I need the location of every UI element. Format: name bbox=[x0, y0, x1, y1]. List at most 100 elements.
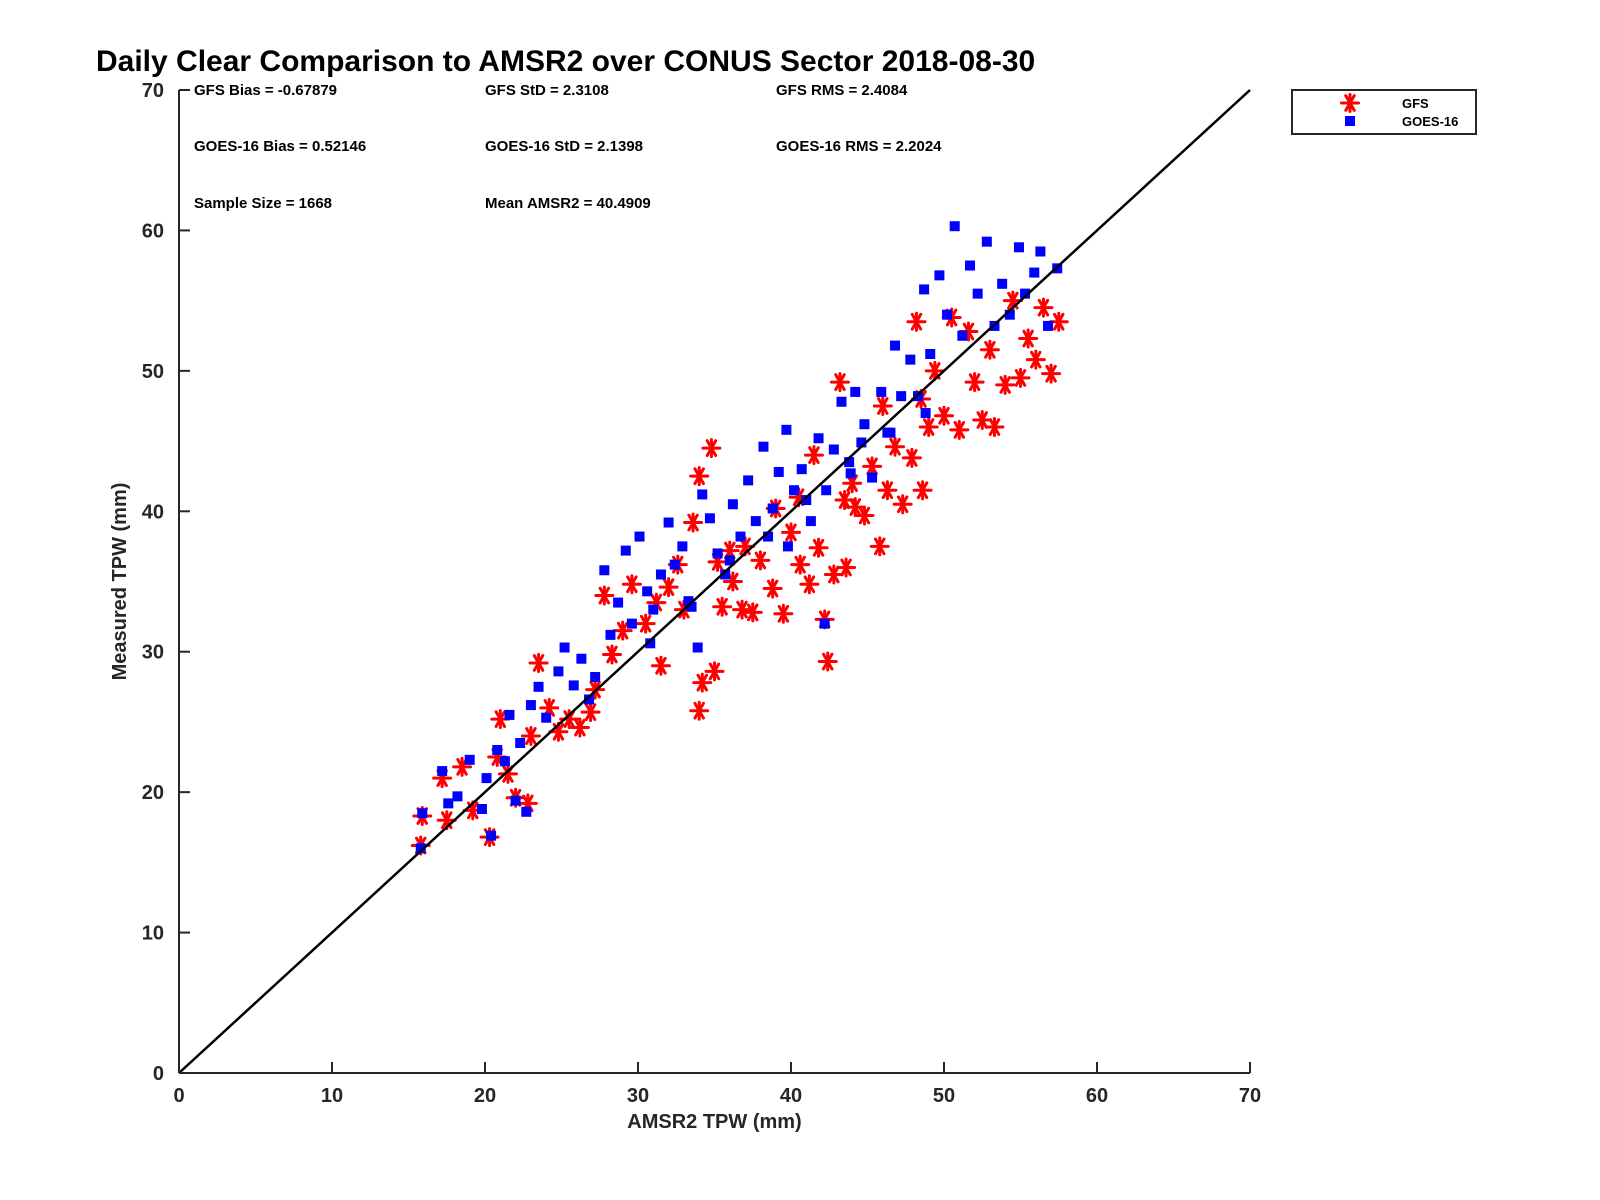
data-point-gfs bbox=[918, 417, 939, 438]
data-point-gfs bbox=[1033, 297, 1054, 318]
data-point-gfs bbox=[834, 490, 855, 511]
data-point-goes16 bbox=[452, 791, 463, 802]
legend-label: GOES-16 bbox=[1402, 114, 1458, 129]
data-point-goes16 bbox=[876, 386, 887, 397]
data-point-goes16 bbox=[686, 601, 697, 612]
data-point-goes16 bbox=[626, 618, 637, 629]
data-point-goes16 bbox=[677, 541, 688, 552]
stat-goes-bias: GOES-16 Bias = 0.52146 bbox=[194, 138, 366, 155]
x-tick-label: 30 bbox=[627, 1085, 649, 1107]
legend-marker-gfs bbox=[1340, 93, 1360, 113]
data-point-goes16 bbox=[836, 396, 847, 407]
data-point-goes16 bbox=[767, 503, 778, 514]
data-point-goes16 bbox=[724, 555, 735, 566]
data-point-goes16 bbox=[576, 653, 587, 664]
data-point-gfs bbox=[658, 577, 679, 598]
data-point-goes16 bbox=[965, 260, 976, 271]
data-point-gfs bbox=[612, 620, 633, 641]
stat-mean-amsr2: Mean AMSR2 = 40.4909 bbox=[485, 195, 651, 212]
data-point-gfs bbox=[854, 505, 875, 526]
data-point-goes16 bbox=[559, 642, 570, 653]
data-point-goes16 bbox=[655, 569, 666, 580]
data-point-goes16 bbox=[568, 680, 579, 691]
data-point-goes16 bbox=[697, 489, 708, 500]
data-point-goes16 bbox=[492, 745, 503, 756]
data-point-goes16 bbox=[712, 548, 723, 559]
data-point-goes16 bbox=[801, 495, 812, 506]
data-point-goes16 bbox=[599, 565, 610, 576]
data-point-gfs bbox=[689, 700, 710, 721]
data-point-gfs bbox=[580, 702, 601, 723]
data-point-goes16 bbox=[850, 386, 861, 397]
data-point-goes16 bbox=[781, 424, 792, 435]
data-point-gfs bbox=[520, 725, 541, 746]
data-point-gfs bbox=[869, 536, 890, 557]
data-point-goes16 bbox=[919, 284, 930, 295]
x-tick-label: 40 bbox=[780, 1085, 802, 1107]
data-point-gfs bbox=[984, 417, 1005, 438]
data-point-goes16 bbox=[525, 700, 536, 711]
data-point-goes16 bbox=[727, 499, 738, 510]
data-point-gfs bbox=[817, 651, 838, 672]
data-point-goes16 bbox=[1020, 288, 1031, 299]
stat-sample-size: Sample Size = 1668 bbox=[194, 195, 332, 212]
data-point-goes16 bbox=[934, 270, 945, 281]
data-point-goes16 bbox=[997, 278, 1008, 289]
data-point-goes16 bbox=[845, 468, 856, 479]
data-point-goes16 bbox=[417, 808, 428, 819]
data-point-gfs bbox=[803, 445, 824, 466]
x-tick-label: 0 bbox=[173, 1085, 184, 1107]
data-point-goes16 bbox=[645, 638, 656, 649]
data-point-goes16 bbox=[1043, 320, 1054, 331]
data-point-goes16 bbox=[605, 629, 616, 640]
data-point-gfs bbox=[497, 763, 518, 784]
legend: GFS GOES-16 bbox=[1291, 89, 1477, 135]
data-point-goes16 bbox=[844, 457, 855, 468]
data-point-gfs bbox=[790, 554, 811, 575]
data-point-gfs bbox=[594, 585, 615, 606]
data-point-goes16 bbox=[1013, 242, 1024, 253]
x-tick-label: 10 bbox=[321, 1085, 343, 1107]
data-point-goes16 bbox=[533, 681, 544, 692]
data-point-goes16 bbox=[584, 694, 595, 705]
data-point-goes16 bbox=[1004, 309, 1015, 320]
data-point-gfs bbox=[704, 661, 725, 682]
data-point-goes16 bbox=[949, 221, 960, 232]
data-point-goes16 bbox=[613, 597, 624, 608]
data-point-goes16 bbox=[890, 340, 901, 351]
data-point-gfs bbox=[972, 410, 993, 431]
data-point-goes16 bbox=[692, 642, 703, 653]
legend-label: GFS bbox=[1402, 96, 1429, 111]
y-tick-label: 70 bbox=[142, 80, 164, 102]
data-point-goes16 bbox=[821, 485, 832, 496]
data-point-gfs bbox=[692, 672, 713, 693]
data-point-gfs bbox=[906, 311, 927, 332]
data-point-gfs bbox=[701, 438, 722, 459]
data-point-gfs bbox=[808, 537, 829, 558]
stat-goes-rms: GOES-16 RMS = 2.2024 bbox=[776, 138, 942, 155]
data-point-gfs bbox=[862, 456, 883, 477]
data-point-goes16 bbox=[813, 433, 824, 444]
data-point-goes16 bbox=[590, 671, 601, 682]
data-point-gfs bbox=[1018, 328, 1039, 349]
data-point-goes16 bbox=[750, 516, 761, 527]
data-point-goes16 bbox=[735, 531, 746, 542]
data-point-gfs bbox=[1010, 367, 1031, 388]
data-point-goes16 bbox=[773, 466, 784, 477]
data-point-goes16 bbox=[443, 798, 454, 809]
reference-line-group bbox=[178, 89, 1251, 1074]
data-point-goes16 bbox=[763, 531, 774, 542]
data-point-gfs bbox=[750, 550, 771, 571]
data-point-gfs bbox=[773, 603, 794, 624]
legend-marker-goes16 bbox=[1345, 116, 1355, 126]
data-point-gfs bbox=[601, 644, 622, 665]
y-tick-label: 40 bbox=[142, 501, 164, 523]
x-axis-label: AMSR2 TPW (mm) bbox=[627, 1111, 801, 1133]
stat-goes-std: GOES-16 StD = 2.1398 bbox=[485, 138, 643, 155]
data-point-goes16 bbox=[743, 475, 754, 486]
legend-box bbox=[1291, 89, 1477, 135]
data-point-goes16 bbox=[634, 531, 645, 542]
data-point-goes16 bbox=[415, 843, 426, 854]
data-point-goes16 bbox=[981, 236, 992, 247]
x-tick-label: 60 bbox=[1086, 1085, 1108, 1107]
